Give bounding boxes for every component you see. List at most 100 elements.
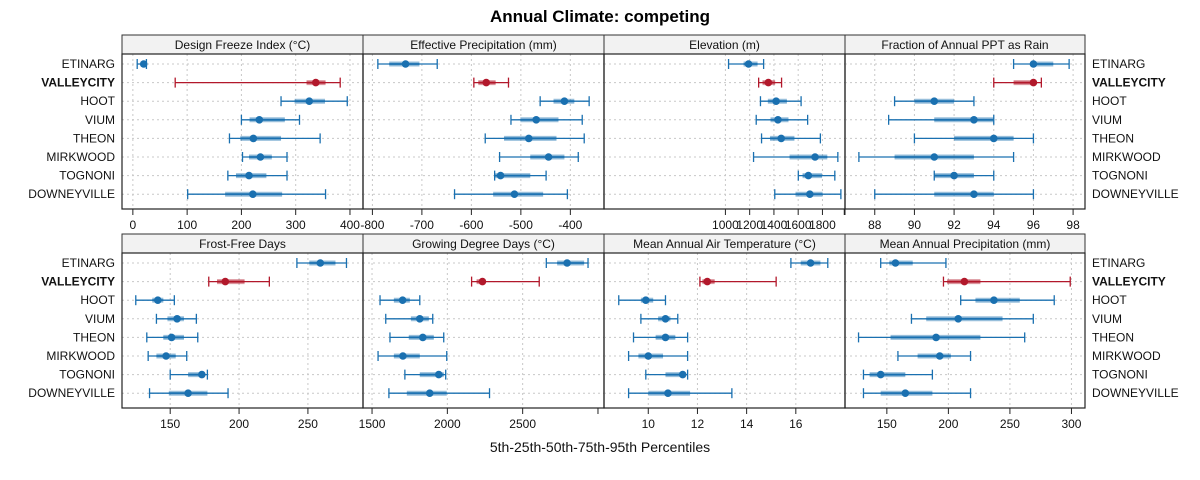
row-label-left: HOOT: [80, 293, 115, 307]
interval-downeyville: [148, 388, 229, 399]
median-point: [642, 296, 650, 305]
interval-vium: [887, 114, 995, 125]
panel-4: Frost-Free Days 150 200 250: [121, 233, 364, 431]
median-point: [1029, 78, 1038, 87]
x-tick-label: 90: [908, 218, 922, 232]
median-point: [935, 352, 944, 360]
interval-tognoni: [797, 170, 836, 181]
row-label-right: TOGNONI: [1092, 368, 1148, 382]
median-point: [415, 315, 424, 323]
interval-valleycity: [993, 77, 1043, 88]
median-point: [221, 277, 230, 286]
interval-etinarg: [880, 258, 947, 268]
median-point: [774, 116, 782, 124]
median-point: [744, 60, 753, 68]
interval-mirkwood: [752, 152, 839, 162]
median-point: [901, 389, 910, 398]
row-label-left: ETINARG: [62, 256, 115, 270]
panel-frame: [844, 53, 1086, 210]
row-label-left: THEON: [73, 330, 115, 344]
interval-mirkwood: [147, 351, 188, 361]
panel-frame: [121, 53, 364, 210]
x-tick-label: 200: [231, 218, 251, 232]
row-label-right: VIUM: [1092, 312, 1122, 326]
interval-hoot: [280, 96, 348, 107]
median-point: [524, 134, 533, 143]
panel-7: Mean Annual Precipitation (mm) 150 200 250 3…: [844, 233, 1086, 431]
row-label-right: DOWNEYVILLE: [1092, 187, 1179, 201]
panel-frame: [603, 252, 846, 409]
interval-mirkwood: [858, 152, 1015, 162]
row-label-right: DOWNEYVILLE: [1092, 386, 1179, 400]
interval-valleycity: [208, 276, 271, 287]
median-point: [932, 333, 940, 342]
x-tick-label: 100: [177, 218, 197, 232]
panel-strip-label: Growing Degree Days (°C): [412, 237, 555, 251]
interval-downeyville: [627, 388, 733, 399]
interval-theon: [228, 133, 321, 144]
median-point: [970, 116, 978, 124]
x-tick-label: 300: [1061, 417, 1081, 431]
interval-valleycity: [757, 77, 783, 88]
median-point: [1029, 60, 1038, 68]
interval-downeyville: [862, 388, 972, 399]
row-label-left: VALLEYCITY: [41, 275, 115, 289]
interval-theon: [484, 133, 585, 144]
panel-strip-label: Frost-Free Days: [199, 237, 286, 251]
panel-6: Mean Annual Air Temperature (°C) 10 12 14 16: [603, 233, 846, 431]
interval-tognoni: [227, 170, 288, 181]
chart-title: Annual Climate: competing: [490, 7, 710, 26]
x-tick-label: 150: [160, 417, 180, 431]
panel-strip-label: Elevation (m): [689, 38, 760, 52]
median-point: [806, 259, 815, 267]
interval-vium: [510, 114, 583, 125]
interval-downeyville: [774, 189, 842, 200]
row-label-left: THEON: [73, 131, 115, 145]
panel-strip-label: Mean Annual Precipitation (mm): [880, 237, 1051, 251]
median-point: [305, 97, 314, 105]
median-point: [401, 60, 410, 68]
x-tick-label: 1800: [809, 218, 836, 232]
median-point: [311, 78, 320, 87]
interval-vium: [385, 313, 434, 324]
interval-etinarg: [377, 59, 438, 69]
median-point: [772, 97, 780, 105]
row-label-right: THEON: [1092, 131, 1134, 145]
interval-etinarg: [136, 59, 148, 69]
median-point: [184, 389, 192, 398]
median-point: [563, 259, 571, 267]
x-tick-label: 94: [987, 218, 1001, 232]
median-point: [703, 277, 712, 286]
row-label-right: VALLEYCITY: [1092, 275, 1166, 289]
median-point: [661, 333, 670, 342]
x-tick-label: 1600: [785, 218, 812, 232]
x-tick-label: 88: [868, 218, 882, 232]
median-point: [510, 190, 519, 198]
x-tick-label: 96: [1027, 218, 1041, 232]
interval-valleycity: [699, 276, 777, 287]
interval-etinarg: [1012, 59, 1070, 69]
row-label-left: TOGNONI: [59, 169, 115, 183]
x-tick-label: 10: [642, 417, 656, 431]
interval-hoot: [960, 295, 1055, 306]
x-tick-label: -700: [410, 218, 434, 232]
x-tick-label: 200: [938, 417, 958, 431]
median-point: [173, 315, 181, 323]
row-label-right: MIRKWOOD: [1092, 349, 1161, 363]
median-point: [806, 190, 814, 198]
median-point: [425, 389, 434, 398]
row-label-left: MIRKWOOD: [46, 150, 115, 164]
x-tick-label: 150: [877, 417, 897, 431]
panel-1: Effective Precipitation (mm) -800 -700 -600…: [360, 34, 605, 232]
interval-downeyville: [388, 388, 491, 399]
interval-tognoni: [862, 369, 934, 380]
row-label-left: VIUM: [85, 113, 115, 127]
interval-etinarg: [727, 59, 765, 69]
row-label-left: HOOT: [80, 94, 115, 108]
row-label-right: VIUM: [1092, 113, 1122, 127]
interval-downeyville: [453, 189, 569, 200]
x-tick-label: -500: [509, 218, 533, 232]
interval-hoot: [759, 96, 802, 107]
x-tick-label: 250: [298, 417, 318, 431]
